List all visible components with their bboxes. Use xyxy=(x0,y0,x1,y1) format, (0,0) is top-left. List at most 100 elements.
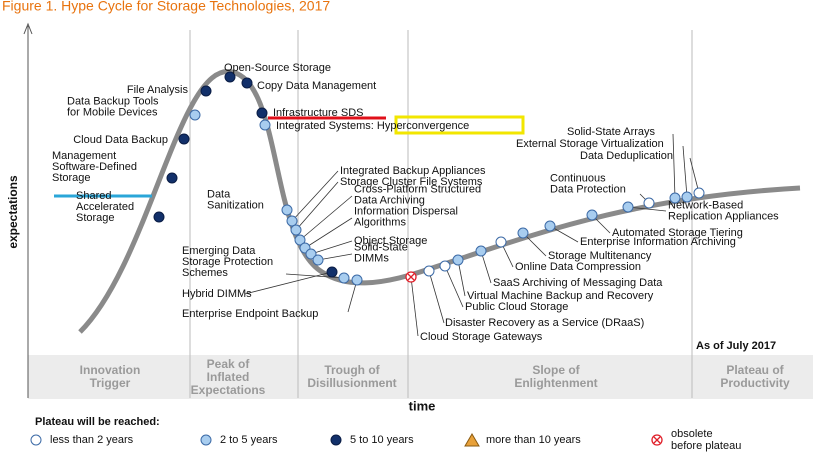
technology-marker xyxy=(305,248,317,260)
technology-label: Storage Cluster File Systems xyxy=(340,176,483,188)
leader-line xyxy=(410,276,419,337)
y-axis-arrow xyxy=(23,22,33,35)
phase-label: Trough of xyxy=(324,363,380,377)
phase-label: Innovation xyxy=(80,363,141,377)
leader-line xyxy=(444,265,464,308)
technology-marker xyxy=(256,107,268,119)
legend-label: 5 to 10 years xyxy=(350,434,414,446)
technology-label: Accelerated xyxy=(76,201,134,213)
technology-label: Algorithms xyxy=(354,216,406,228)
technology-label: External Storage Virtualization xyxy=(516,138,664,150)
technology-label: Storage xyxy=(52,172,91,184)
phase-label: Enlightenment xyxy=(514,376,597,390)
technology-label: for Mobile Devices xyxy=(67,106,158,118)
legend-label: more than 10 years xyxy=(486,434,581,446)
technology-label: SaaS Archiving of Messaging Data xyxy=(493,277,663,289)
technology-marker xyxy=(407,273,415,281)
technology-marker xyxy=(241,77,253,89)
technology-label: Automated Storage Tiering xyxy=(612,227,743,239)
leader-line xyxy=(672,133,676,199)
technology-marker xyxy=(653,436,661,444)
leader-line xyxy=(457,259,466,297)
technology-label: Online Data Compression xyxy=(515,261,641,273)
phase-label: Inflated xyxy=(207,370,250,384)
technology-label: File Analysis xyxy=(127,84,189,96)
technology-label: Management xyxy=(52,150,116,162)
technology-marker xyxy=(586,209,598,221)
technology-label: Solid-State xyxy=(354,241,408,253)
leader-line xyxy=(627,206,667,212)
technology-marker xyxy=(544,220,556,232)
technology-label: Virtual Machine Backup and Recovery xyxy=(467,290,654,302)
technology-marker xyxy=(286,215,298,227)
technology-marker xyxy=(326,266,338,278)
technology-label: Integrated Systems: Hyperconvergence xyxy=(276,120,469,132)
technology-label: Cross-Platform Structured xyxy=(354,183,481,195)
technology-marker xyxy=(643,197,655,209)
technology-label: DIMMs xyxy=(354,252,389,264)
technology-marker xyxy=(475,245,487,257)
y-axis-label: expectations xyxy=(6,175,20,249)
technology-marker xyxy=(622,201,634,213)
technology-label: Data xyxy=(207,188,231,200)
technology-label: Storage Protection xyxy=(182,256,273,268)
technology-marker xyxy=(166,172,178,184)
leader-line xyxy=(480,250,492,284)
leader-line xyxy=(682,145,688,198)
phase-dividers xyxy=(189,30,693,398)
phase-label: Slope of xyxy=(532,363,580,377)
leader-line xyxy=(295,181,339,231)
x-axis-label: time xyxy=(409,398,436,413)
technology-marker xyxy=(30,434,42,446)
technology-marker xyxy=(338,272,350,284)
legend-label: before plateau xyxy=(671,440,741,452)
technology-label: Public Cloud Storage xyxy=(465,301,568,313)
technology-marker xyxy=(200,434,212,446)
legend-label: less than 2 years xyxy=(50,434,134,446)
leader-line xyxy=(304,217,353,249)
title: Figure 1. Hype Cycle for Storage Technol… xyxy=(2,0,330,14)
technology-marker xyxy=(439,260,451,272)
technology-label: Storage Multitenancy xyxy=(548,250,652,262)
technology-marker xyxy=(153,211,165,223)
leader-line xyxy=(244,271,333,295)
technology-marker xyxy=(312,254,324,266)
technology-label: Cloud Data Backup xyxy=(73,134,168,146)
technology-marker xyxy=(693,187,705,199)
technology-label: Information Dispersal xyxy=(354,205,458,217)
technology-marker xyxy=(681,191,693,203)
leader-line xyxy=(428,270,445,324)
technology-marker xyxy=(290,224,302,236)
technology-marker xyxy=(452,254,464,266)
technology-label: Emerging Data xyxy=(182,245,256,257)
phase-label: Peak of xyxy=(207,357,251,371)
technology-label: Data Deduplication xyxy=(580,150,673,162)
phase-label: Plateau of xyxy=(726,363,784,377)
highlight-box xyxy=(394,115,525,135)
leader-line xyxy=(317,253,353,261)
legend-label: obsolete xyxy=(671,428,713,440)
technology-label: Integrated Backup Appliances xyxy=(340,165,486,177)
technology-marker xyxy=(224,71,236,83)
technology-label: Hybrid DIMMs xyxy=(182,288,252,300)
technology-label: Enterprise Information Archiving xyxy=(580,236,736,248)
technology-marker xyxy=(178,133,190,145)
leader-line xyxy=(291,170,339,222)
technology-label: Copy Data Management xyxy=(257,80,376,92)
technology-label: Shared xyxy=(76,190,111,202)
technology-label: Sanitization xyxy=(207,199,264,211)
legend-title: Plateau will be reached: xyxy=(35,416,160,428)
legend-label: 2 to 5 years xyxy=(220,434,278,446)
technology-label: Schemes xyxy=(182,267,228,279)
technology-label: Data Archiving xyxy=(354,194,425,206)
technology-label: Replication Appliances xyxy=(668,210,779,222)
technology-marker xyxy=(351,274,363,286)
phase-label: Productivity xyxy=(720,376,790,390)
phase-label: Trigger xyxy=(90,376,131,390)
legend-marker xyxy=(464,433,480,447)
technology-label: Storage xyxy=(76,212,115,224)
technology-marker xyxy=(517,227,529,239)
leader-line xyxy=(347,279,358,313)
leader-line xyxy=(689,157,700,194)
technology-label: Infrastructure SDS xyxy=(273,107,363,119)
